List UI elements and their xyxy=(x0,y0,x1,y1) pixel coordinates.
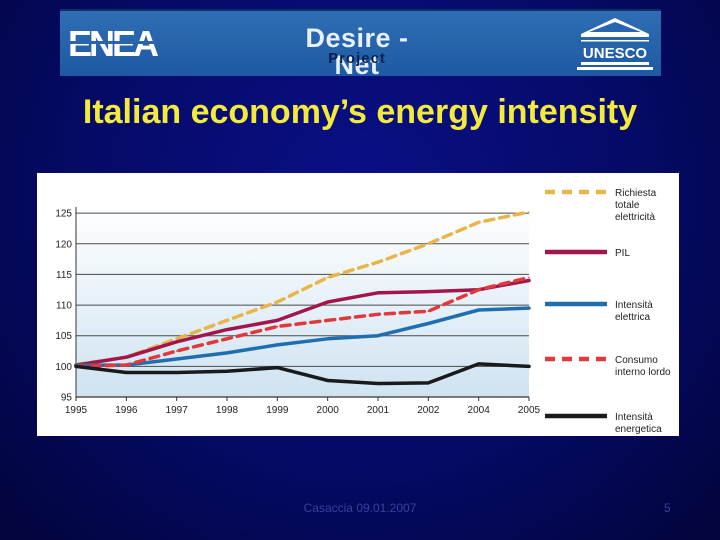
legend-label: Intensità xyxy=(615,300,653,311)
data-point xyxy=(226,352,228,354)
data-point xyxy=(477,221,480,224)
data-point xyxy=(427,382,430,384)
data-point xyxy=(276,301,279,303)
data-point xyxy=(377,292,379,294)
data-point xyxy=(528,365,530,368)
data-point xyxy=(125,356,128,358)
data-point xyxy=(276,319,279,322)
data-point xyxy=(276,344,279,346)
header-banner: ENEA Desire - Net Project UNESCO xyxy=(60,9,661,80)
x-tick-label: 1996 xyxy=(115,405,138,416)
y-tick-label: 120 xyxy=(55,239,72,250)
series-line xyxy=(74,306,531,367)
data-point xyxy=(326,379,329,382)
data-point xyxy=(326,337,329,340)
data-point xyxy=(377,261,379,263)
y-tick-label: 95 xyxy=(61,393,73,404)
slide-title: Italian economy’s energy intensity xyxy=(82,93,638,131)
x-tick-label: 2005 xyxy=(518,405,541,416)
data-point xyxy=(175,350,178,352)
legend-label: interno lordo xyxy=(615,367,671,378)
x-tick-label: 2004 xyxy=(468,405,491,416)
data-point xyxy=(477,363,480,365)
data-point xyxy=(125,364,128,366)
data-point xyxy=(175,341,178,343)
chart-panel: 95 100 105 110 115 120 125 1995 1996 1997 1998 1999… xyxy=(37,173,679,436)
data-point xyxy=(528,279,530,282)
series-line xyxy=(74,362,531,386)
data-point xyxy=(276,366,279,369)
legend-label: elettrica xyxy=(615,312,650,323)
project-title: Desire - Net xyxy=(305,23,409,80)
x-tick-label: 1999 xyxy=(266,405,289,416)
data-point xyxy=(276,325,279,328)
footer-text: Casaccia 09.01.2007 xyxy=(303,501,417,515)
data-point xyxy=(226,337,228,340)
unesco-logo: UNESCO xyxy=(577,18,653,70)
legend-label: energetica xyxy=(615,424,662,435)
data-point xyxy=(377,313,379,316)
data-point xyxy=(427,310,430,312)
data-point xyxy=(427,242,430,245)
enea-logo: ENEA xyxy=(68,27,180,61)
data-point xyxy=(75,365,77,368)
data-point xyxy=(377,334,379,337)
y-tick-label: 125 xyxy=(55,209,72,220)
data-point xyxy=(477,309,480,311)
data-point xyxy=(528,276,530,279)
data-point xyxy=(528,211,530,213)
data-point xyxy=(226,319,228,322)
data-point xyxy=(477,288,480,291)
data-point xyxy=(326,276,329,279)
legend-label: totale xyxy=(615,200,640,211)
series-line xyxy=(74,275,531,369)
data-point xyxy=(528,307,530,309)
x-tick-label: 1995 xyxy=(65,405,88,416)
energy-intensity-chart: 95 100 105 110 115 120 125 1995 1996 1997 1998 1999… xyxy=(55,188,671,435)
data-point xyxy=(427,322,430,325)
x-tick-label: 2002 xyxy=(417,405,440,416)
data-point xyxy=(175,371,178,374)
legend-label: Richiesta xyxy=(615,188,657,199)
y-tick-label: 100 xyxy=(55,362,72,373)
page-number: 5 xyxy=(664,501,671,515)
svg-text:UNESCO: UNESCO xyxy=(583,45,648,62)
data-point xyxy=(326,301,329,303)
legend-label: Intensità xyxy=(615,412,653,423)
project-subtitle: Project xyxy=(328,50,386,67)
legend-label: elettricità xyxy=(615,212,655,223)
data-point xyxy=(226,370,228,373)
data-point xyxy=(125,371,128,374)
data-point xyxy=(427,290,430,293)
series-line xyxy=(74,278,531,367)
x-tick-label: 2000 xyxy=(317,405,340,416)
data-point xyxy=(175,337,178,340)
data-point xyxy=(326,319,329,322)
legend-label: Consumo xyxy=(615,355,658,366)
legend-label: PIL xyxy=(615,248,630,259)
y-tick-label: 110 xyxy=(56,301,72,312)
x-tick-label: 2001 xyxy=(367,405,390,416)
data-point xyxy=(175,358,178,360)
y-tick-label: 115 xyxy=(56,270,72,281)
data-point xyxy=(226,328,228,331)
x-tick-label: 1997 xyxy=(166,405,189,416)
data-point xyxy=(377,382,379,385)
plot-area xyxy=(76,207,529,397)
x-tick-label: 1998 xyxy=(216,405,239,416)
y-tick-label: 105 xyxy=(55,331,72,342)
